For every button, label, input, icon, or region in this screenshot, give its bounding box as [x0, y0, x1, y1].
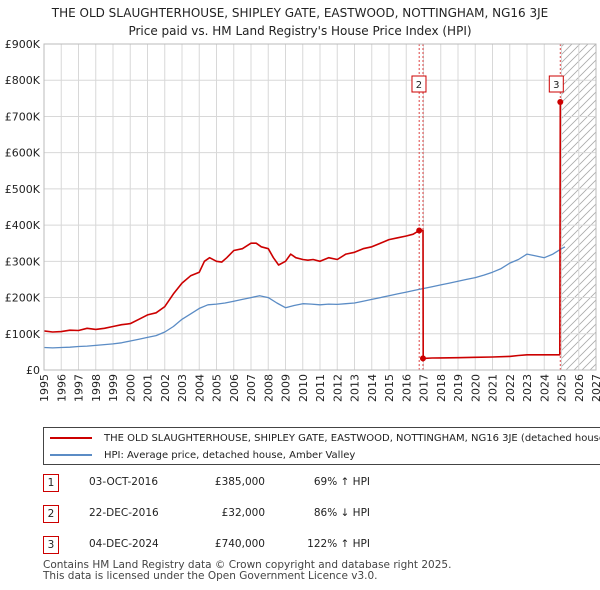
- x-tick-label: 2025: [556, 374, 569, 402]
- legend-label-hpi: HPI: Average price, detached house, Ambe…: [104, 449, 356, 461]
- sale-label-box: [411, 75, 427, 93]
- x-tick-label: 2012: [331, 374, 344, 402]
- x-tick-label: 2014: [366, 374, 379, 402]
- chart-title: THE OLD SLAUGHTERHOUSE, SHIPLEY GATE, EA…: [0, 4, 600, 40]
- x-tick-label: 2006: [228, 374, 241, 402]
- y-tick-label: £200K: [5, 292, 41, 305]
- x-tick-label: 2023: [521, 374, 534, 402]
- x-tick-label: 2020: [469, 374, 482, 402]
- x-tick-label: 2013: [349, 374, 362, 402]
- x-tick-label: 2019: [452, 374, 465, 402]
- sale-label: 3: [553, 80, 559, 91]
- sale-marker: 1: [43, 474, 59, 492]
- x-tick-label: 1995: [38, 374, 51, 402]
- sale-point: [416, 227, 423, 234]
- x-tick-label: 2015: [383, 374, 396, 402]
- x-tick-label: 1996: [55, 374, 68, 402]
- x-tick-label: 2005: [211, 374, 224, 402]
- legend-label-property: THE OLD SLAUGHTERHOUSE, SHIPLEY GATE, EA…: [104, 432, 600, 444]
- y-tick-label: £0: [26, 364, 40, 377]
- plot-frame: [43, 43, 597, 371]
- x-tick-label: 1998: [90, 374, 103, 402]
- x-tick-label: 2004: [193, 374, 206, 402]
- footer-license: This data is licensed under the Open Gov…: [43, 570, 378, 582]
- x-tick-label: 2016: [400, 374, 413, 402]
- x-tick-label: 2002: [159, 374, 172, 402]
- sale-price: £740,000: [214, 538, 265, 550]
- sale-point: [557, 98, 564, 105]
- sale-hpi-change: 122% ↑ HPI: [307, 538, 370, 550]
- sale-label: 2: [416, 80, 422, 91]
- x-tick-label: 2018: [435, 374, 448, 402]
- legend-swatch-property: [50, 437, 92, 439]
- y-tick-label: £100K: [5, 328, 41, 341]
- title-line-2: Price paid vs. HM Land Registry's House …: [128, 24, 472, 38]
- series-line-property: [43, 101, 562, 360]
- x-tick-label: 1997: [73, 374, 86, 402]
- sale-price: £32,000: [221, 507, 265, 519]
- price-chart: £0 £100K £200K £300K £400K £500K £600K £700K £80…: [5, 38, 600, 402]
- x-tick-label: 1999: [107, 374, 120, 402]
- x-tick-label: 2026: [573, 374, 586, 402]
- x-tick-label: 2008: [262, 374, 275, 402]
- footer-copyright: Contains HM Land Registry data © Crown c…: [43, 559, 452, 571]
- y-tick-label: £800K: [5, 74, 41, 87]
- x-tick-label: 2007: [245, 374, 258, 402]
- sale-hpi-change: 86% ↓ HPI: [313, 507, 370, 519]
- legend-item-hpi: HPI: Average price, detached house, Ambe…: [50, 447, 355, 463]
- x-tick-label: 2022: [504, 374, 517, 402]
- sale-date: 22-DEC-2016: [89, 507, 159, 519]
- sale-date: 03-OCT-2016: [89, 476, 158, 488]
- footer: Contains HM Land Registry data © Crown c…: [43, 560, 451, 582]
- x-tick-label: 2011: [314, 374, 327, 402]
- x-tick-label: 2010: [297, 374, 310, 402]
- y-tick-label: £700K: [5, 110, 41, 123]
- sale-hpi-change: 69% ↑ HPI: [313, 476, 370, 488]
- x-tick-label: 2021: [487, 374, 500, 402]
- y-tick-label: £900K: [5, 38, 41, 51]
- series-line-hpi: [43, 246, 566, 349]
- sale-label-box: [548, 75, 564, 93]
- legend-item-property: THE OLD SLAUGHTERHOUSE, SHIPLEY GATE, EA…: [50, 430, 600, 446]
- legend: THE OLD SLAUGHTERHOUSE, SHIPLEY GATE, EA…: [43, 427, 600, 465]
- sale-marker: 2: [43, 505, 59, 523]
- x-tick-label: 2000: [124, 374, 137, 402]
- x-tick-label: 2024: [538, 374, 551, 402]
- y-tick-label: £600K: [5, 147, 41, 160]
- x-tick-label: 2017: [418, 374, 431, 402]
- x-tick-label: 2003: [176, 374, 189, 402]
- x-tick-label: 2009: [280, 374, 293, 402]
- x-tick-label: 2027: [590, 374, 600, 402]
- legend-swatch-hpi: [50, 454, 92, 456]
- y-tick-label: £300K: [5, 255, 41, 268]
- y-tick-label: £400K: [5, 219, 41, 232]
- title-line-1: THE OLD SLAUGHTERHOUSE, SHIPLEY GATE, EA…: [51, 6, 549, 20]
- x-tick-label: 2001: [142, 374, 155, 402]
- sale-date: 04-DEC-2024: [89, 538, 159, 550]
- sale-price: £385,000: [214, 476, 265, 488]
- y-tick-label: £500K: [5, 183, 41, 196]
- sale-point: [419, 355, 426, 362]
- sale-marker: 3: [43, 536, 59, 554]
